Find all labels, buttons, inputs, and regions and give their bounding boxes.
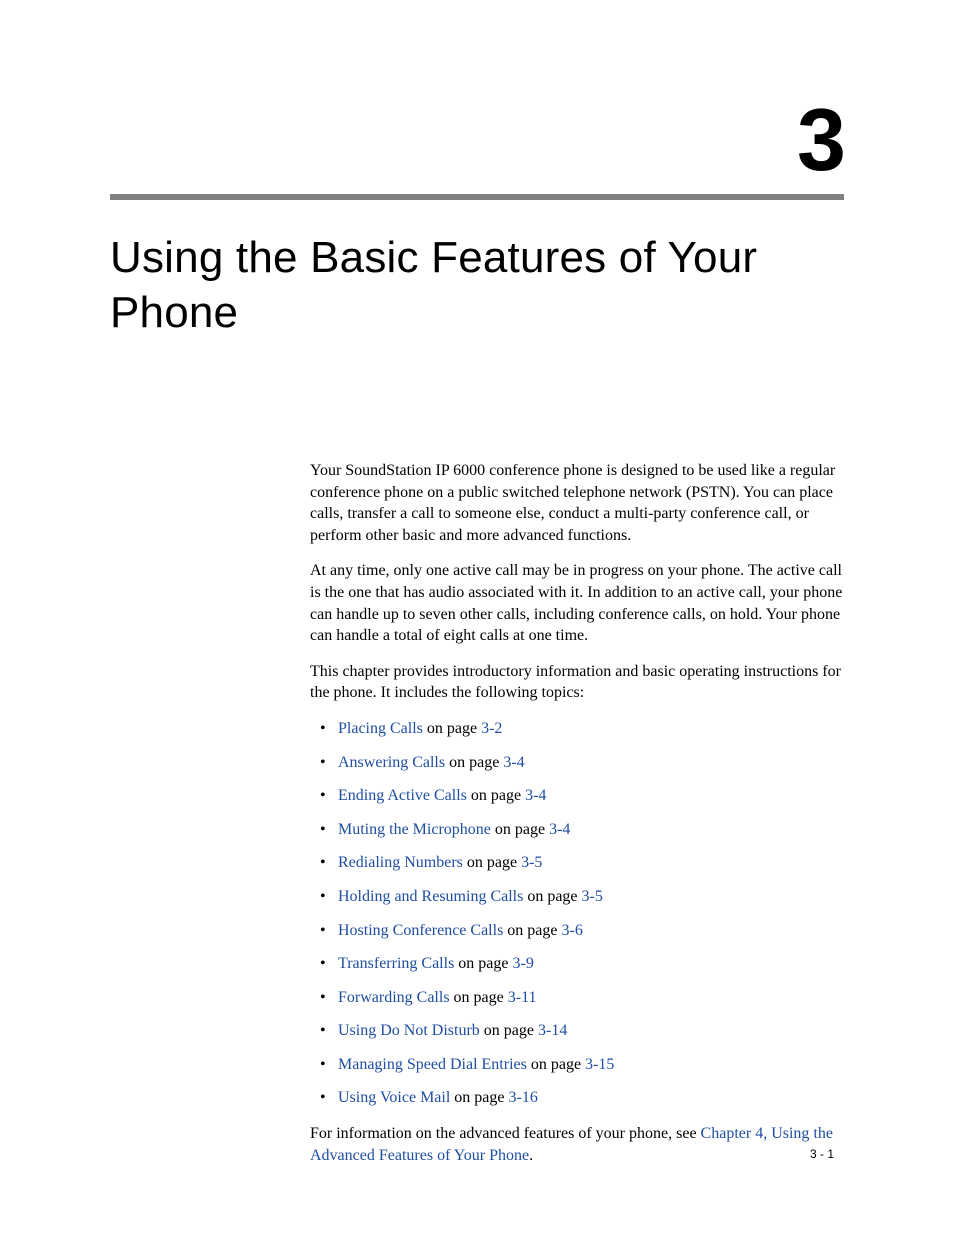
topic-middle: on page xyxy=(450,989,508,1006)
topic-middle: on page xyxy=(467,787,525,804)
chapter-title: Using the Basic Features of Your Phone xyxy=(110,230,844,340)
topic-link[interactable]: Answering Calls xyxy=(338,754,445,771)
list-item: Redialing Numbers on page 3-5 xyxy=(310,852,844,874)
outro-suffix: . xyxy=(529,1147,533,1164)
list-item: Ending Active Calls on page 3-4 xyxy=(310,785,844,807)
list-item: Holding and Resuming Calls on page 3-5 xyxy=(310,886,844,908)
topic-link[interactable]: Forwarding Calls xyxy=(338,989,450,1006)
topic-middle: on page xyxy=(423,720,481,737)
list-item: Muting the Microphone on page 3-4 xyxy=(310,819,844,841)
topic-link[interactable]: Placing Calls xyxy=(338,720,423,737)
topic-link[interactable]: Holding and Resuming Calls xyxy=(338,888,523,905)
intro-paragraph-3: This chapter provides introductory infor… xyxy=(310,661,844,704)
list-item: Hosting Conference Calls on page 3-6 xyxy=(310,920,844,942)
list-item: Transferring Calls on page 3-9 xyxy=(310,953,844,975)
list-item: Forwarding Calls on page 3-11 xyxy=(310,987,844,1009)
topic-middle: on page xyxy=(527,1056,585,1073)
outro-prefix: For information on the advanced features… xyxy=(310,1125,701,1142)
topic-pageref[interactable]: 3-9 xyxy=(513,955,534,972)
topic-pageref[interactable]: 3-5 xyxy=(582,888,603,905)
topic-pageref[interactable]: 3-4 xyxy=(549,821,570,838)
list-item: Placing Calls on page 3-2 xyxy=(310,718,844,740)
topic-pageref[interactable]: 3-4 xyxy=(503,754,524,771)
topic-pageref[interactable]: 3-2 xyxy=(481,720,502,737)
horizontal-rule xyxy=(110,194,844,200)
outro-paragraph: For information on the advanced features… xyxy=(310,1123,844,1166)
topic-middle: on page xyxy=(463,854,521,871)
topic-pageref[interactable]: 3-4 xyxy=(525,787,546,804)
list-item: Managing Speed Dial Entries on page 3-15 xyxy=(310,1054,844,1076)
topic-link[interactable]: Hosting Conference Calls xyxy=(338,922,503,939)
body-content: Your SoundStation IP 6000 conference pho… xyxy=(310,460,844,1166)
topic-middle: on page xyxy=(450,1089,508,1106)
topic-middle: on page xyxy=(445,754,503,771)
topic-list: Placing Calls on page 3-2 Answering Call… xyxy=(310,718,844,1109)
topic-middle: on page xyxy=(503,922,561,939)
list-item: Answering Calls on page 3-4 xyxy=(310,752,844,774)
topic-link[interactable]: Managing Speed Dial Entries xyxy=(338,1056,527,1073)
list-item: Using Do Not Disturb on page 3-14 xyxy=(310,1020,844,1042)
chapter-number: 3 xyxy=(110,96,844,184)
topic-link[interactable]: Muting the Microphone xyxy=(338,821,491,838)
intro-paragraph-2: At any time, only one active call may be… xyxy=(310,560,844,646)
topic-middle: on page xyxy=(454,955,512,972)
topic-pageref[interactable]: 3-14 xyxy=(538,1022,567,1039)
intro-paragraph-1: Your SoundStation IP 6000 conference pho… xyxy=(310,460,844,546)
topic-pageref[interactable]: 3-15 xyxy=(585,1056,614,1073)
topic-link[interactable]: Ending Active Calls xyxy=(338,787,467,804)
page-number: 3 - 1 xyxy=(810,1147,834,1161)
topic-middle: on page xyxy=(480,1022,538,1039)
topic-link[interactable]: Using Voice Mail xyxy=(338,1089,450,1106)
topic-pageref[interactable]: 3-16 xyxy=(509,1089,538,1106)
list-item: Using Voice Mail on page 3-16 xyxy=(310,1087,844,1109)
topic-pageref[interactable]: 3-5 xyxy=(521,854,542,871)
topic-link[interactable]: Redialing Numbers xyxy=(338,854,463,871)
topic-middle: on page xyxy=(523,888,581,905)
topic-link[interactable]: Using Do Not Disturb xyxy=(338,1022,480,1039)
topic-link[interactable]: Transferring Calls xyxy=(338,955,454,972)
topic-middle: on page xyxy=(491,821,549,838)
topic-pageref[interactable]: 3-11 xyxy=(508,989,537,1006)
topic-pageref[interactable]: 3-6 xyxy=(562,922,583,939)
